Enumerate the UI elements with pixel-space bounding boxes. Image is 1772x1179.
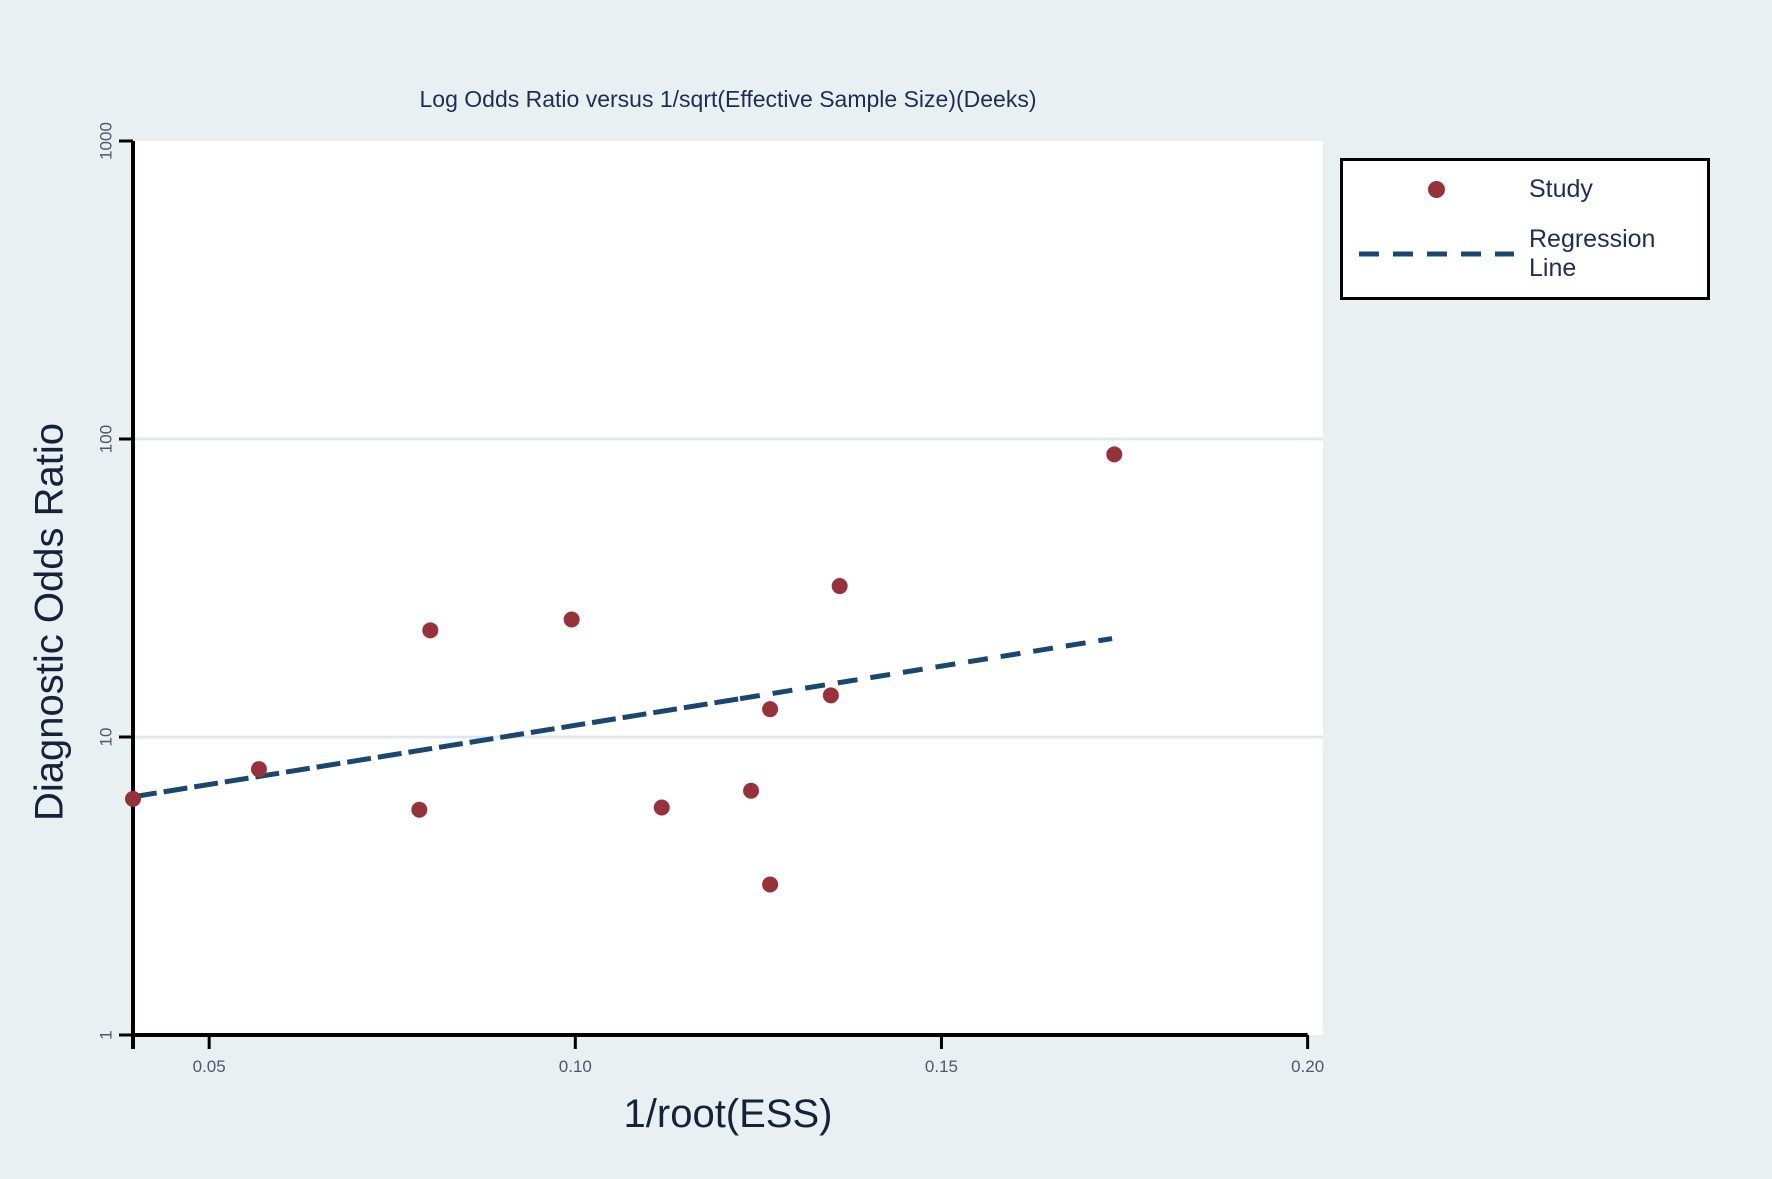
regression-line-dashed [739,636,1113,702]
legend-study-label: Study [1529,175,1593,204]
study-point-0 [125,790,141,807]
study-point-6 [743,782,760,799]
study-point-11 [1106,446,1123,463]
chart-title: Log Odds Ratio versus 1/sqrt(Effective S… [419,86,1037,112]
y-axis-title: Diagnostic Odds Ratio [27,423,72,821]
y-tick-label-10: 10 [97,728,116,747]
study-point-1 [250,761,267,778]
legend-regression-marker-cell [1343,250,1529,258]
legend-entry-regression: Regression Line [1343,225,1707,283]
legend-entry-study: Study [1343,175,1707,204]
legend-regression-label: Regression Line [1529,225,1656,282]
plot-area [133,141,1323,1035]
study-point-3 [422,622,439,639]
study-marker-icon [1427,181,1445,199]
legend-study-marker-cell [1343,181,1529,199]
x-tick-label-0.15: 0.15 [925,1057,958,1076]
x-tick-label-0.20: 0.20 [1291,1057,1324,1076]
study-point-10 [831,578,848,595]
regression-line-icon [1358,251,1514,257]
regression-line-dense [132,696,741,800]
study-point-5 [653,799,670,816]
x-axis-title: 1/root(ESS) [623,1092,833,1136]
study-point-7 [762,701,779,718]
study-point-4 [563,611,580,628]
study-point-9 [822,687,839,704]
study-point-8 [762,876,779,893]
y-tick-label-100: 100 [97,425,116,453]
y-tick-label-1: 1 [97,1030,116,1039]
legend: Study Regression Line [1340,158,1710,300]
x-tick-label-0.05: 0.05 [193,1057,226,1076]
study-point-2 [411,801,428,818]
y-tick-label-1000: 1000 [97,122,116,160]
x-tick-label-0.10: 0.10 [559,1057,592,1076]
